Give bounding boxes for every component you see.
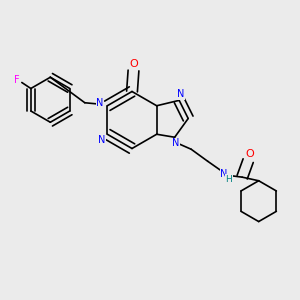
Text: N: N (220, 169, 228, 179)
Text: F: F (14, 75, 19, 85)
Text: O: O (129, 59, 138, 69)
Text: N: N (96, 98, 103, 108)
Text: N: N (172, 138, 180, 148)
Text: N: N (177, 89, 184, 99)
Text: H: H (225, 175, 232, 184)
Text: N: N (98, 135, 106, 145)
Text: O: O (245, 149, 254, 159)
